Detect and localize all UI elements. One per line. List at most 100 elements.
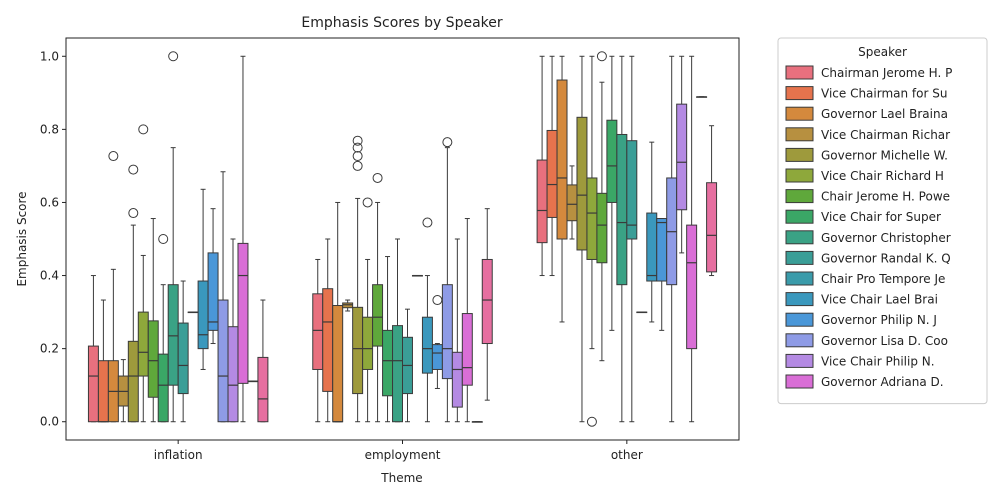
box-body — [217, 299, 229, 423]
outlier-point — [442, 137, 453, 148]
legend-swatch — [785, 189, 814, 204]
box-vice-chair-for-super-inflation — [157, 234, 169, 423]
box-chairman-jerome-h-p-employment — [312, 258, 324, 423]
box-body — [461, 313, 473, 386]
box-body — [197, 280, 209, 350]
legend-label: Governor Adriana D. — [821, 375, 944, 389]
box-governor-philip-n-j-inflation — [207, 208, 219, 345]
box-body — [441, 284, 453, 380]
legend-swatch — [785, 353, 814, 368]
box-governor-michelle-w--other — [576, 55, 588, 423]
box-body — [481, 258, 493, 345]
box-body — [646, 212, 658, 282]
legend-swatch — [785, 374, 814, 389]
box-vice-chair-philip-n--inflation — [227, 238, 239, 423]
box-body — [431, 344, 443, 370]
box-body — [606, 119, 618, 203]
outlier-point — [138, 124, 149, 135]
legend-swatch — [785, 168, 814, 183]
box-vice-chair-philip-n--employment — [451, 238, 463, 423]
outlier-point — [352, 160, 363, 171]
legend-label: Chair Pro Tempore Je — [821, 272, 945, 286]
box-body — [322, 288, 334, 392]
legend-swatch — [785, 333, 814, 348]
legend-swatch — [785, 312, 814, 327]
box-chair-pro-tempore-je-inflation — [187, 311, 199, 314]
box-vice-chair-philip-n--other — [676, 55, 688, 254]
legend-box — [777, 37, 988, 405]
legend-swatch — [785, 230, 814, 245]
box-body — [147, 320, 159, 398]
x-tick-label: inflation — [154, 448, 203, 462]
box-vice-chairman-richar-employment — [342, 299, 354, 312]
box-governor-michael-s--employment — [471, 421, 483, 423]
box-body — [237, 242, 249, 384]
legend-label: Vice Chairman for Su — [821, 87, 947, 101]
box-body — [596, 192, 608, 264]
y-tick-label: 0.8 — [40, 122, 59, 136]
box-governor-lisa-d-coo-employment — [441, 137, 453, 423]
box-governor-randal-k-q-inflation — [177, 280, 189, 423]
box-governor-randal-k-q-employment — [402, 308, 413, 423]
box-body — [312, 293, 324, 370]
box-body — [676, 103, 688, 211]
legend-swatch — [785, 106, 814, 121]
box-governor-michael-s--inflation — [247, 380, 259, 383]
box-governor-christopher-employment — [392, 238, 404, 423]
box-governor-philip-n-j-employment — [431, 295, 443, 389]
box-governor-michael-s--other — [696, 96, 708, 98]
legend-label: Governor Philip N. J — [821, 313, 937, 327]
outlier-point — [128, 208, 139, 219]
box-governor-adriana-d--inflation — [237, 55, 249, 423]
legend-label: Governor Lael Braina — [821, 107, 948, 121]
box-governor-philip-n-j-other — [656, 218, 668, 331]
x-axis-label: Theme — [380, 471, 422, 485]
outlier-point — [432, 295, 443, 306]
legend-label: Chairman Jerome H. P — [821, 66, 952, 80]
box-governor-christopher-other — [616, 55, 628, 423]
box-body — [87, 345, 99, 423]
box-chair-jerome-h-powe-other — [596, 51, 608, 362]
box-vice-chairman-for-su-inflation — [97, 299, 109, 423]
box-body — [227, 326, 239, 423]
box-governor-michelle-w--inflation — [127, 164, 139, 423]
box-body — [546, 129, 558, 218]
legend-label: Governor Lisa D. Coo — [821, 334, 948, 348]
legend-swatch — [785, 250, 814, 265]
box-vice-chairman-for-su-employment — [322, 238, 334, 423]
box-governor-michael-s--inflation — [257, 299, 269, 423]
y-tick-label: 0.0 — [40, 415, 59, 429]
legend-label: Chair Jerome H. Powe — [821, 190, 950, 204]
y-tick-label: 1.0 — [40, 49, 59, 63]
outlier-point — [352, 151, 363, 162]
box-chairman-jerome-h-p-other — [536, 55, 548, 277]
outlier-point — [596, 51, 607, 62]
box-body — [706, 182, 718, 273]
box-body — [157, 353, 169, 423]
box-governor-adriana-d--employment — [461, 218, 473, 423]
box-body — [392, 325, 404, 423]
x-tick-label: employment — [365, 448, 441, 462]
legend-label: Vice Chair Lael Brai — [821, 293, 938, 307]
box-body — [372, 284, 384, 347]
box-body — [556, 79, 568, 240]
legend-label: Vice Chair Richard H — [821, 169, 944, 183]
legend-swatch — [785, 209, 814, 224]
box-governor-randal-k-q-other — [626, 55, 638, 423]
box-body — [167, 284, 179, 386]
box-body — [656, 218, 668, 282]
box-chair-pro-tempore-je-other — [636, 311, 648, 314]
legend-label: Governor Michelle W. — [821, 148, 948, 162]
box-chairman-jerome-h-p-inflation — [87, 275, 99, 423]
legend-swatch — [785, 271, 814, 286]
outlier-point — [422, 217, 433, 228]
box-governor-michelle-w--employment — [352, 135, 364, 423]
box-body — [576, 116, 588, 251]
y-axis-label: Emphasis Score — [15, 191, 29, 286]
box-vice-chair-richard-h-other — [586, 55, 598, 427]
y-tick-label: 0.4 — [40, 269, 59, 283]
box-vice-chair-for-super-employment — [382, 256, 394, 423]
box-governor-lisa-d-coo-other — [666, 55, 678, 423]
box-body — [626, 140, 638, 240]
box-chair-jerome-h-powe-employment — [372, 172, 384, 423]
